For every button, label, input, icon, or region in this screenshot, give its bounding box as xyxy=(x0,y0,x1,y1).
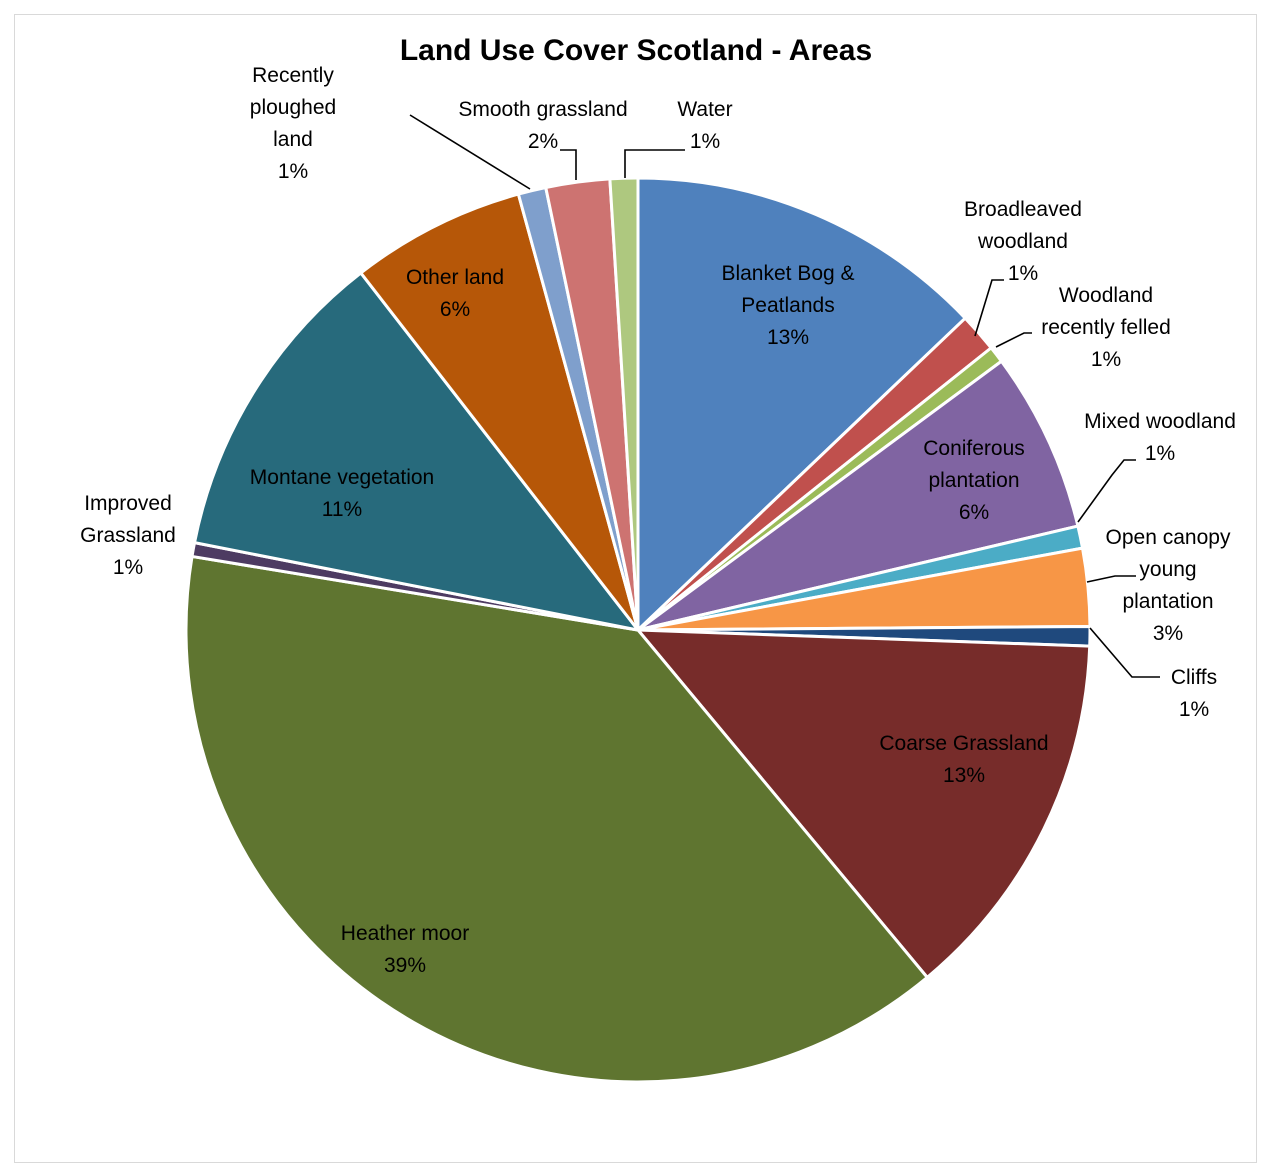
pie-slice-blanket-bog-and-peatlands xyxy=(636,176,967,632)
slice-label-recently-ploughed-land: Recently ploughed land 1% xyxy=(250,64,336,183)
slice-label-cliffs: Cliffs 1% xyxy=(1171,666,1217,721)
leader-line-mixed-woodland xyxy=(1077,459,1136,523)
slice-label-mixed-woodland: Mixed woodland 1% xyxy=(1084,410,1236,465)
leader-line-recently-ploughed-land xyxy=(409,114,531,190)
slice-label-smooth-grassland: Smooth grassland 2% xyxy=(458,98,627,153)
leader-line-woodland-recently-felled xyxy=(995,332,1032,348)
leader-line-smooth-grassland xyxy=(560,149,577,180)
leader-line-broadleaved-woodland xyxy=(974,279,1004,337)
leader-line-water xyxy=(624,149,685,178)
pie-slices xyxy=(184,176,1092,1084)
pie-slice-coarse-grassland xyxy=(636,628,1092,979)
slice-label-blanket-bog-and-peatlands: Blanket Bog & Peatlands 13% xyxy=(721,262,854,349)
leader-line-cliffs xyxy=(1089,627,1160,678)
slice-label-coniferous-plantation: Coniferous plantation 6% xyxy=(923,437,1025,524)
slice-label-coarse-grassland: Coarse Grassland 13% xyxy=(879,732,1048,787)
leader-lines xyxy=(409,114,1160,678)
slice-label-montane-vegetation: Montane vegetation 11% xyxy=(250,466,434,521)
slice-labels: Blanket Bog & Peatlands 13% Broadleaved wood… xyxy=(80,64,1236,977)
chart-title: Land Use Cover Scotland - Areas xyxy=(399,34,873,67)
leader-line-open-canopy-young-plantation xyxy=(1086,575,1136,583)
pie-slice-other-land xyxy=(359,192,640,632)
pie-slice-montane-vegetation xyxy=(193,271,640,632)
slice-label-open-canopy-young-plantation: Open canopy young plantation 3% xyxy=(1106,526,1231,645)
pie-slice-water xyxy=(608,176,640,632)
pie-slice-heather-moor xyxy=(184,554,929,1084)
slice-label-heather-moor: Heather moor 39% xyxy=(341,922,469,977)
slice-label-water: Water 1% xyxy=(677,98,732,153)
slice-label-other-land: Other land 6% xyxy=(406,266,504,321)
pie-slice-coniferous-plantation xyxy=(636,359,1080,632)
slice-label-woodland-recently-felled: Woodland recently felled 1% xyxy=(1041,284,1171,371)
slice-label-broadleaved-woodland: Broadleaved woodland 1% xyxy=(964,198,1082,285)
slice-label-improved-grassland: Improved Grassland 1% xyxy=(80,492,176,579)
